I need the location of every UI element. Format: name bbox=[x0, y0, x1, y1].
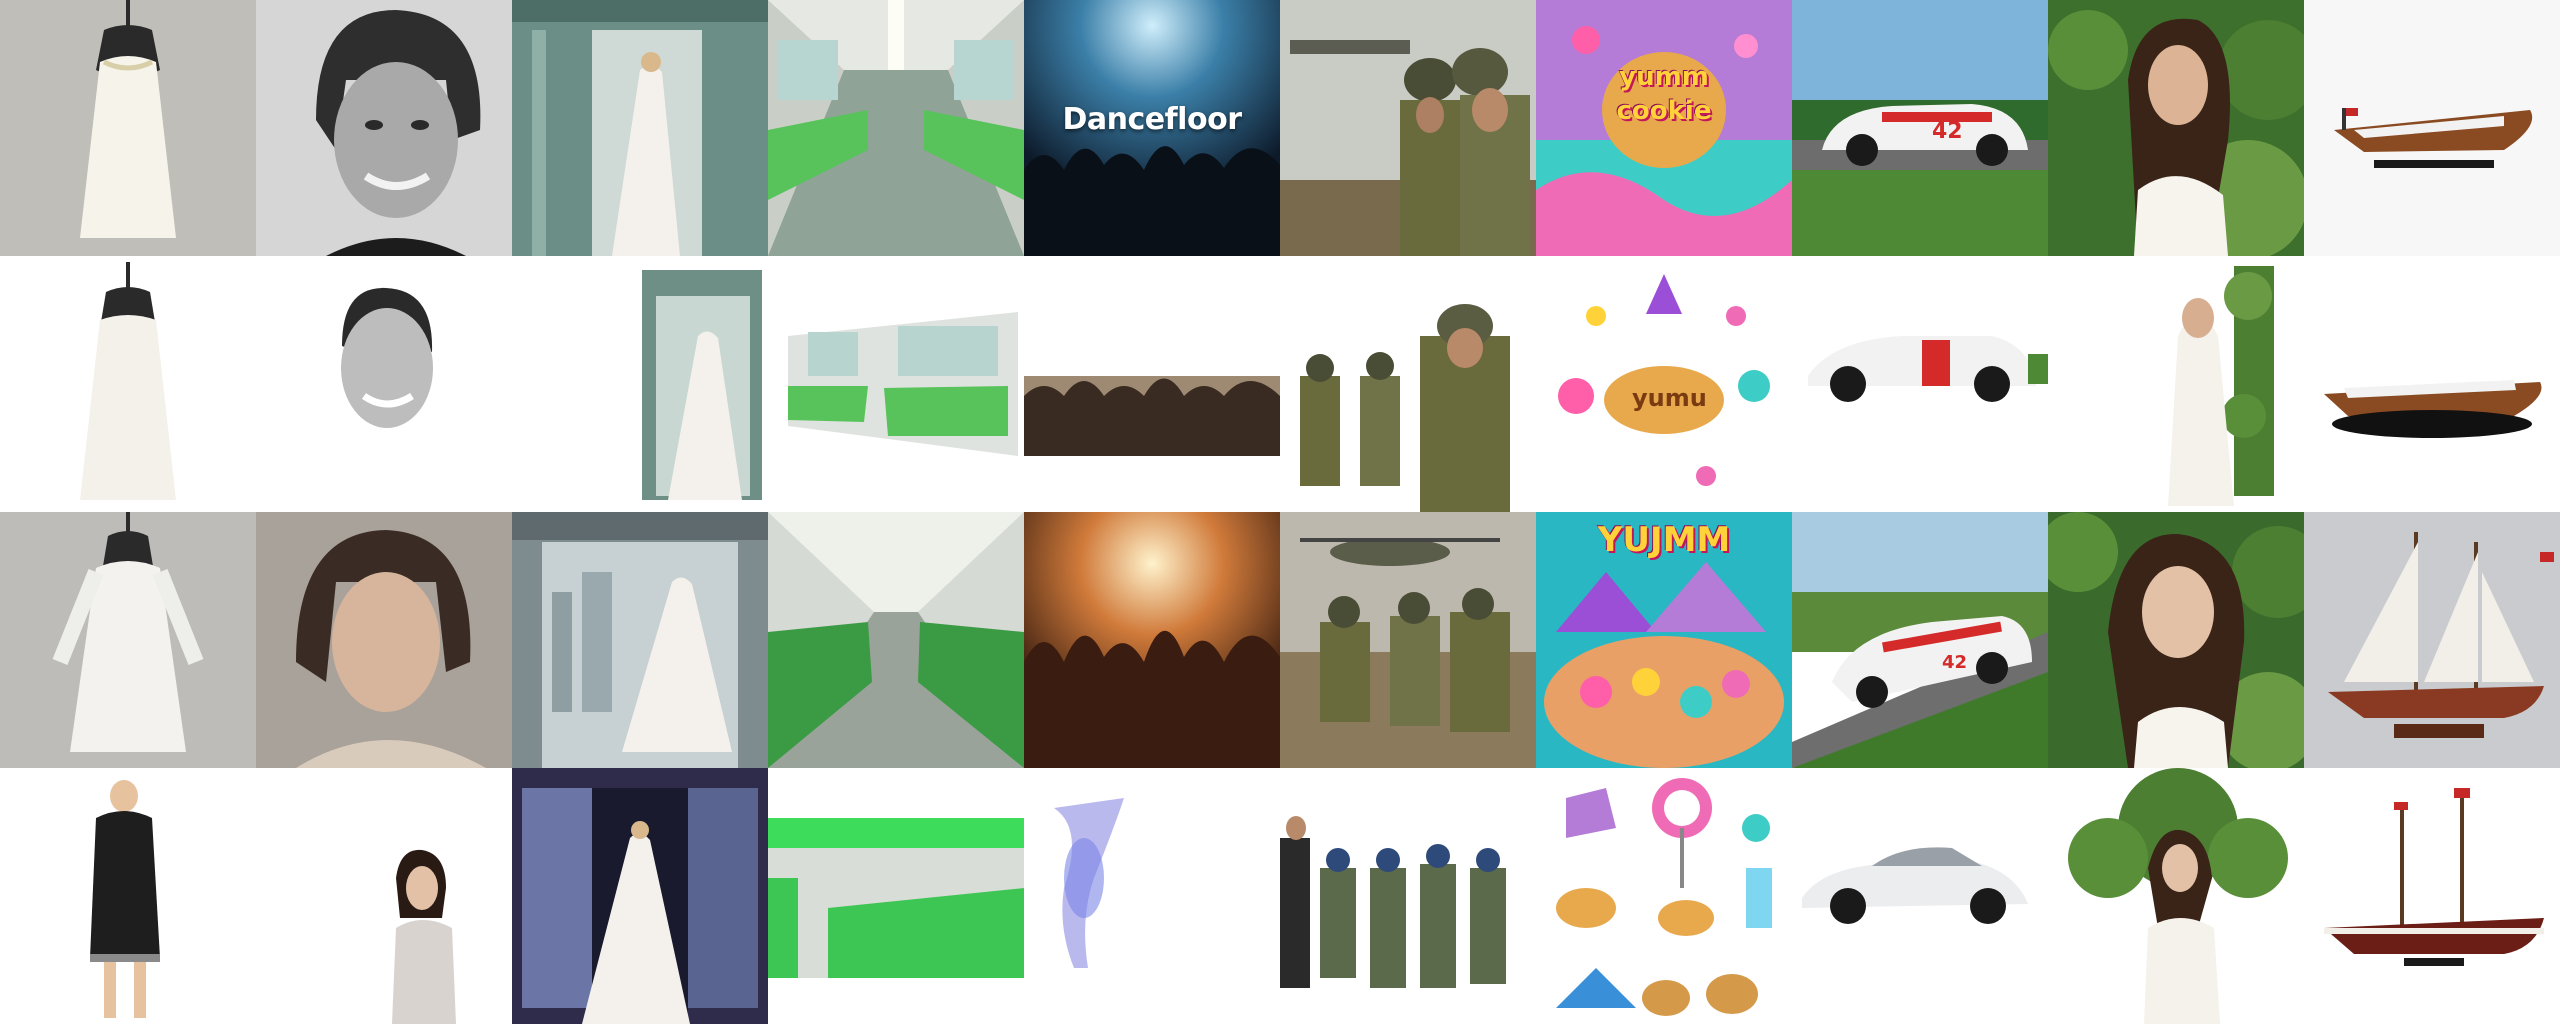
cell-speedboat-model bbox=[2304, 0, 2560, 256]
cell-schooner-model-cutout bbox=[2304, 768, 2560, 1024]
cell-dress-ivory-cutout bbox=[0, 256, 256, 512]
cell-race-car-road: 42 bbox=[1792, 512, 2048, 768]
cell-dress-white-sleeves bbox=[0, 512, 256, 768]
cell-race-car-cutout bbox=[1792, 256, 2048, 512]
cell-soldiers-battlefield-helicopter bbox=[1280, 512, 1536, 768]
cell-soldiers-cutout bbox=[1280, 256, 1536, 512]
cell-bride-dark-elevator bbox=[512, 768, 768, 1024]
cell-concert-warm-crowd bbox=[1024, 512, 1280, 768]
candy-banner-text: YUJMM bbox=[1597, 520, 1731, 560]
cell-woman-tree-cutout bbox=[2048, 768, 2304, 1024]
cell-train-seats-cutout bbox=[768, 256, 1024, 512]
cell-bw-portrait-woman bbox=[256, 0, 512, 256]
cookie-title-line1: yumm bbox=[1619, 62, 1709, 92]
cookie-plain-text: yumu bbox=[1632, 384, 1707, 412]
cell-soldiers-helicopter bbox=[1280, 0, 1536, 256]
cell-blue-dancer-blur bbox=[1024, 768, 1280, 1024]
cell-train-interior-green-seats bbox=[768, 0, 1024, 256]
cell-candy-sweets-collage bbox=[1536, 768, 1792, 1024]
cell-train-neon-green bbox=[768, 768, 1024, 1024]
cell-bride-elevator-window bbox=[512, 0, 768, 256]
cell-bw-smiling-head-cutout bbox=[256, 256, 512, 512]
cell-train-aisle-green-seats bbox=[768, 512, 1024, 768]
cell-concert-crowd-dancefloor: Dancefloor bbox=[1024, 0, 1280, 256]
cell-portrait-woman-bob bbox=[256, 512, 512, 768]
cell-woman-standing-cutout bbox=[256, 768, 512, 1024]
cell-bride-skyscraper-glass bbox=[512, 512, 768, 768]
car-number-small-text: 42 bbox=[1942, 652, 1967, 673]
cell-woman-forest-portrait bbox=[2048, 512, 2304, 768]
cell-dress-ivory-mannequin bbox=[0, 0, 256, 256]
car-number-text: 42 bbox=[1932, 119, 1963, 144]
cell-candy-landscape-yujmm: YUJMM bbox=[1536, 512, 1792, 768]
overlay-dancefloor-text: Dancefloor bbox=[1062, 102, 1242, 137]
cookie-title-line2: cookie bbox=[1616, 96, 1712, 126]
cell-sailboat-model bbox=[2304, 512, 2560, 768]
cell-soldiers-marching-cutout bbox=[1280, 768, 1536, 1024]
cell-woman-ivy-cutout bbox=[2048, 256, 2304, 512]
cell-race-car-track: 42 bbox=[1792, 0, 2048, 256]
cell-woman-ivy-wall bbox=[2048, 0, 2304, 256]
cell-cookie-candies-cutout: yumu bbox=[1536, 256, 1792, 512]
cell-yummy-cookie-candy: yumm cookie bbox=[1536, 0, 1792, 256]
cell-speedboat-cutout bbox=[2304, 256, 2560, 512]
cell-crowd-hands-cutout bbox=[1024, 256, 1280, 512]
cell-bride-elevator-cutout bbox=[512, 256, 768, 512]
cell-black-dress-mannequin bbox=[0, 768, 256, 1024]
cell-silver-car-cutout bbox=[1792, 768, 2048, 1024]
